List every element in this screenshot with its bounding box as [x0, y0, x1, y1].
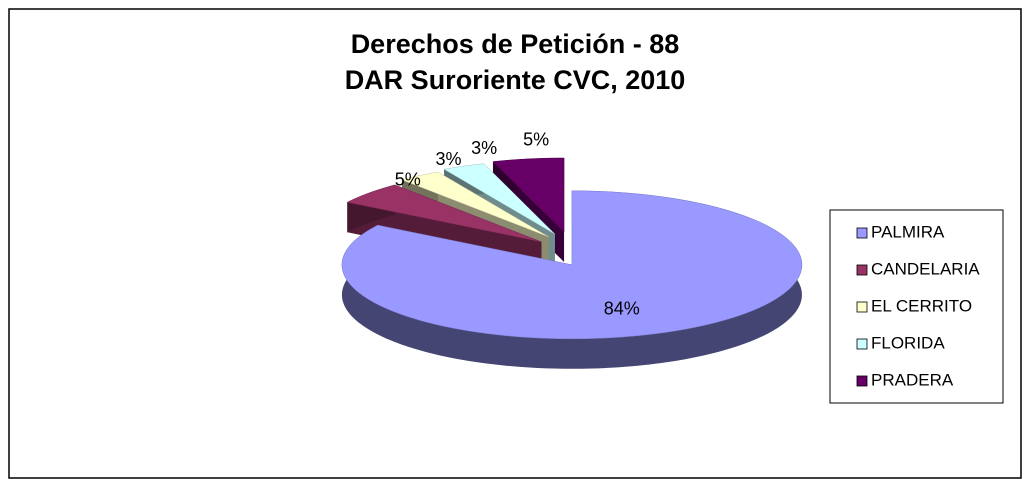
slice: [346, 184, 542, 243]
slice: [341, 190, 803, 340]
data-label: 3%: [435, 149, 461, 169]
legend-label: FLORIDA: [871, 333, 945, 352]
legend-label: PRADERA: [871, 370, 954, 389]
legend-label: EL CERRITO: [871, 296, 972, 315]
legend-swatch: [856, 375, 868, 387]
legend-label: CANDELARIA: [871, 259, 980, 278]
slice-group: [341, 190, 803, 369]
data-label: 5%: [395, 169, 421, 189]
data-label: 84%: [604, 299, 640, 319]
legend-label: PALMIRA: [871, 222, 945, 241]
legend-swatch: [856, 264, 868, 276]
data-label: 5%: [523, 129, 549, 149]
legend-swatch: [856, 301, 868, 313]
chart-subtitle: DAR Suroriente CVC, 2010: [345, 65, 686, 95]
slice: [401, 171, 549, 238]
slice: [443, 163, 556, 235]
data-label: 3%: [471, 138, 497, 158]
chart-title: Derechos de Petición - 88: [351, 29, 680, 59]
legend-swatch: [856, 338, 868, 350]
legend-swatch: [856, 227, 868, 239]
slice: [492, 157, 565, 233]
